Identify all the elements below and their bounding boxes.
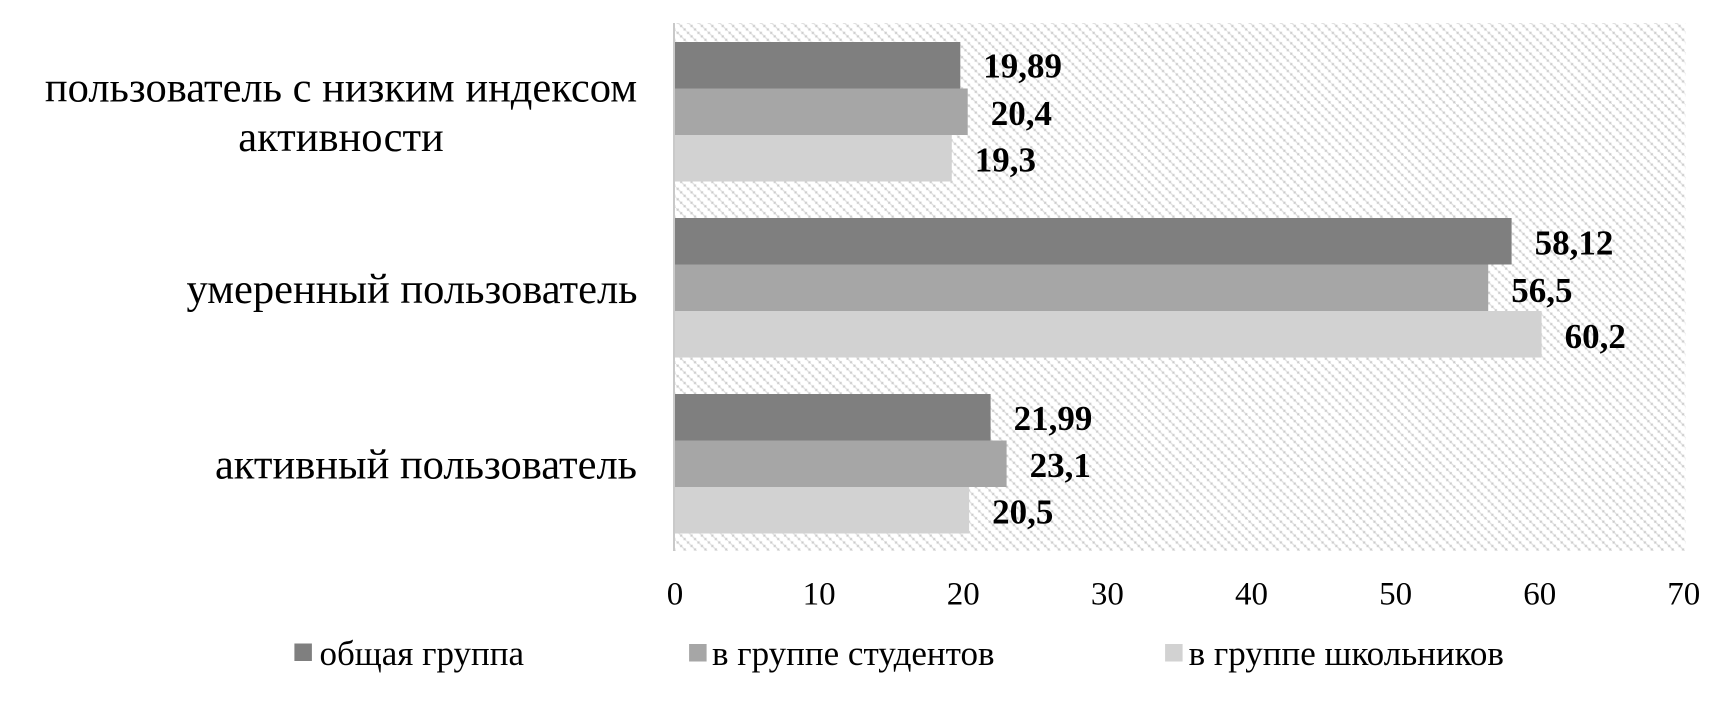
svg-text:активный пользователь: активный пользователь	[215, 442, 637, 489]
svg-text:70: 70	[1667, 577, 1700, 613]
svg-text:58,12: 58,12	[1535, 224, 1614, 263]
svg-text:60: 60	[1523, 577, 1556, 613]
svg-text:умеренный пользователь: умеренный пользователь	[186, 266, 637, 313]
svg-text:10: 10	[803, 577, 836, 613]
svg-text:20,4: 20,4	[991, 94, 1052, 133]
svg-text:23,1: 23,1	[1030, 446, 1091, 485]
svg-text:40: 40	[1235, 577, 1268, 613]
svg-text:в группе школьников: в группе школьников	[1189, 634, 1504, 673]
svg-text:в группе студентов: в группе студентов	[712, 634, 995, 673]
svg-text:50: 50	[1379, 577, 1412, 613]
svg-text:20,5: 20,5	[992, 493, 1053, 532]
svg-text:56,5: 56,5	[1511, 271, 1572, 310]
svg-text:60,2: 60,2	[1565, 317, 1626, 356]
svg-text:0: 0	[667, 577, 684, 613]
svg-text:19,3: 19,3	[975, 141, 1036, 180]
svg-text:20: 20	[947, 577, 980, 613]
svg-text:пользователь с низким индексом: пользователь с низким индексом	[45, 65, 637, 112]
svg-text:общая группа: общая группа	[320, 634, 525, 673]
svg-text:активности: активности	[238, 114, 444, 161]
svg-text:21,99: 21,99	[1014, 399, 1093, 438]
svg-text:30: 30	[1091, 577, 1124, 613]
svg-text:19,89: 19,89	[983, 46, 1062, 85]
